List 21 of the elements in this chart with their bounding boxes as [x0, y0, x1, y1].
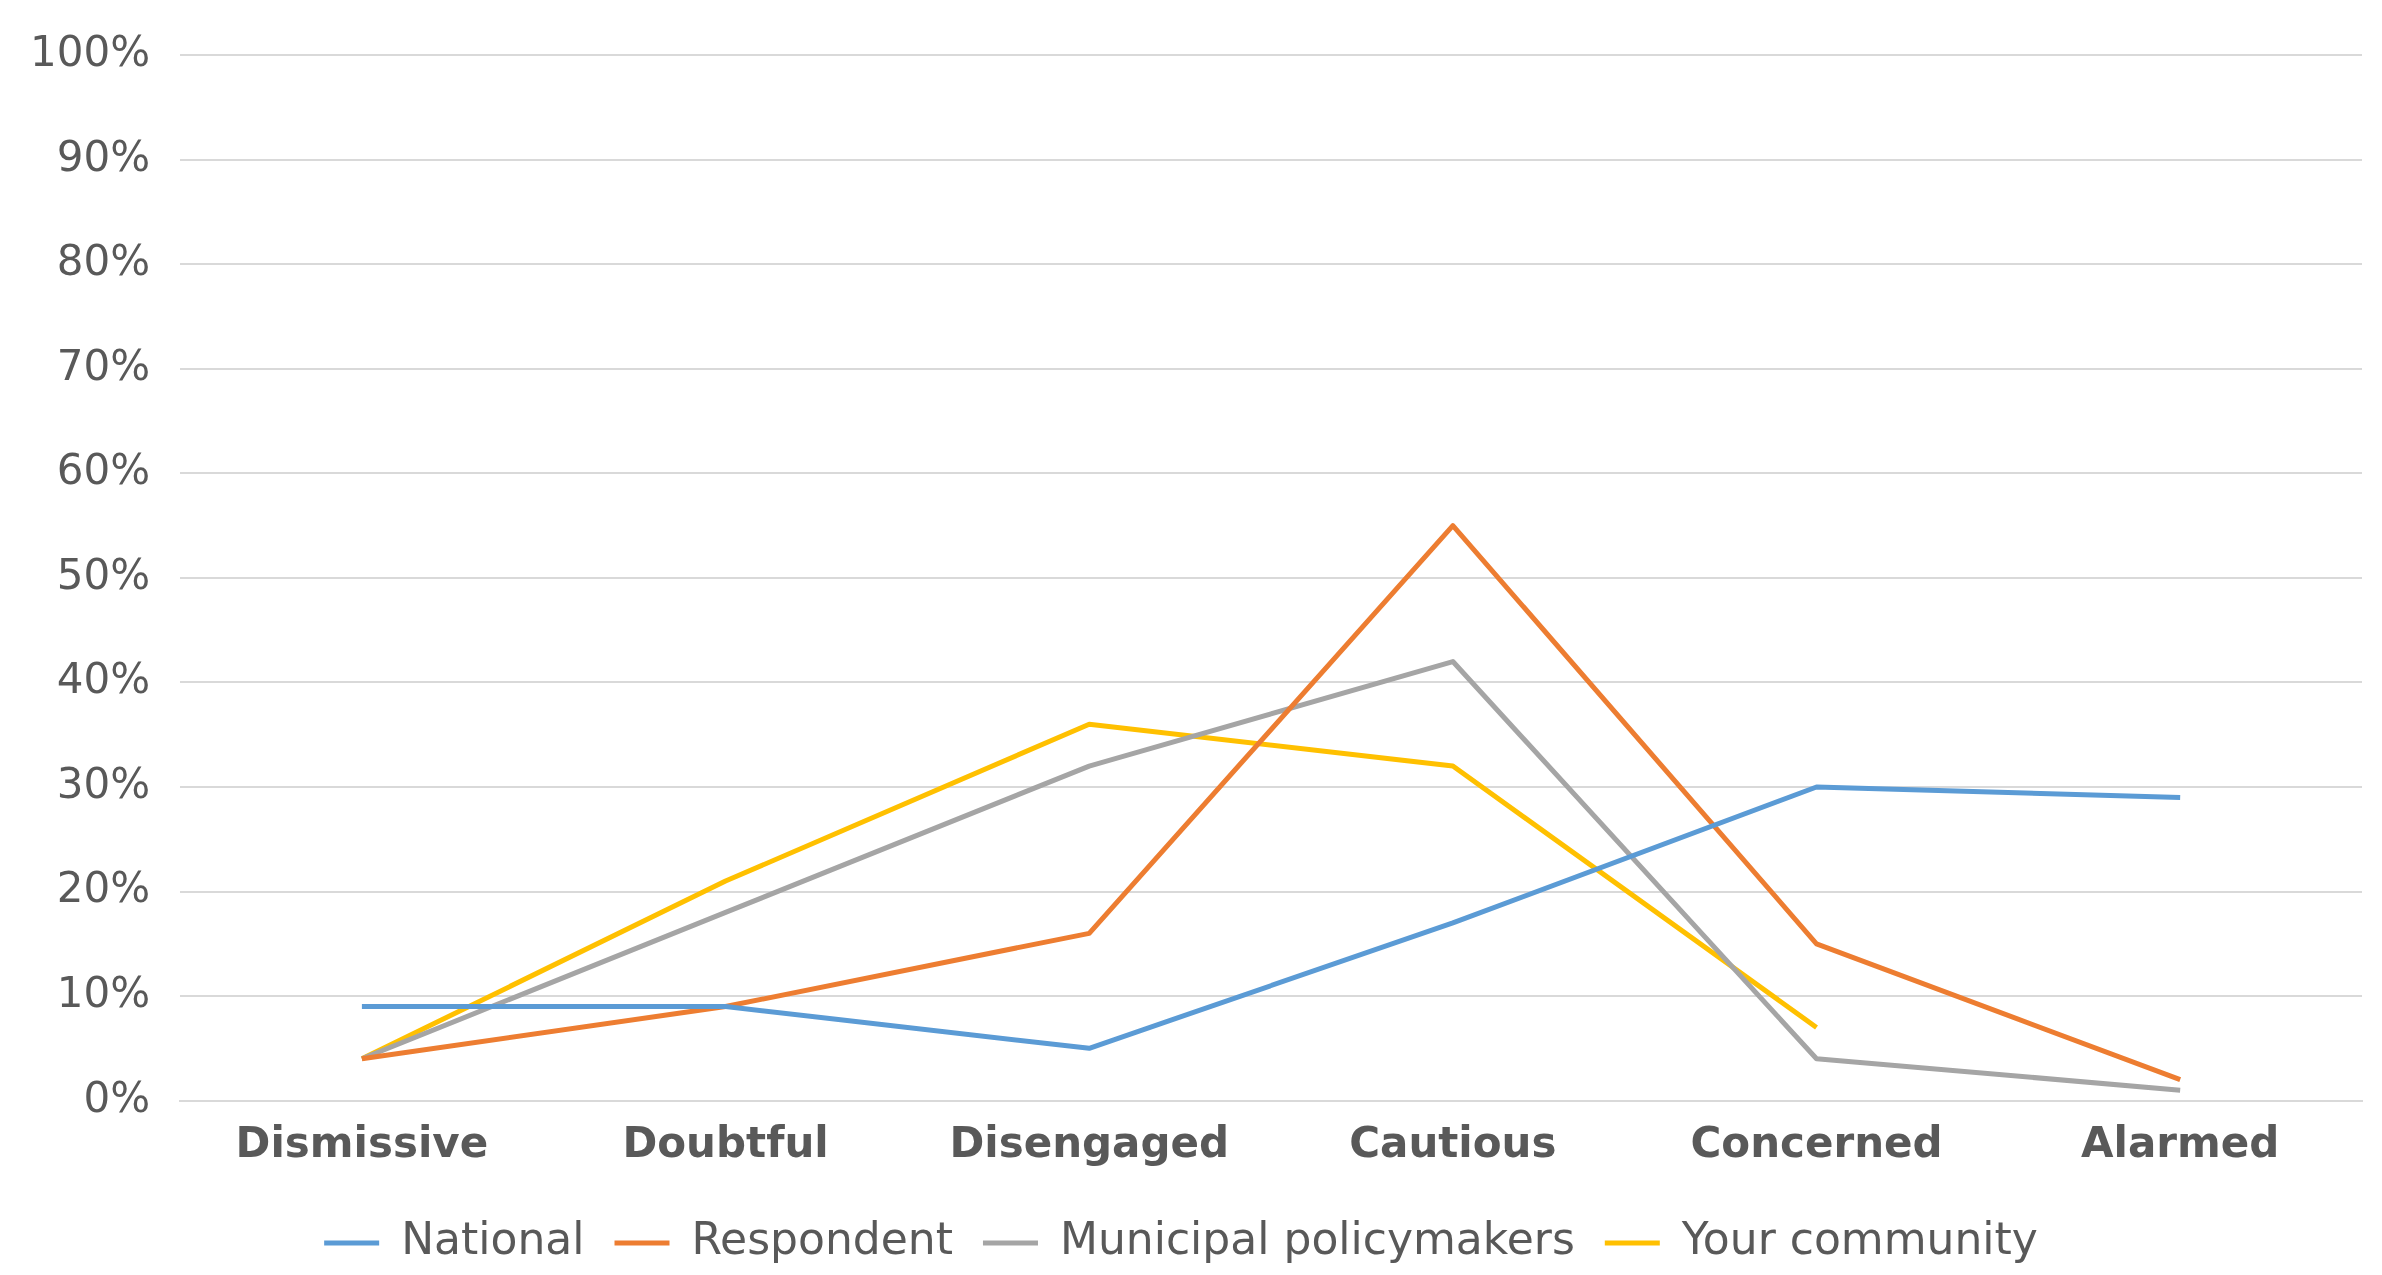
y-tick-label: 30% [56, 758, 151, 808]
y-tick-label: 100% [30, 27, 151, 77]
y-tick-label: 0% [83, 1072, 151, 1122]
legend-label: Your community [1680, 1213, 2038, 1265]
x-tick-label: Disengaged [949, 1117, 1230, 1167]
y-tick-label: 60% [56, 445, 151, 495]
y-tick-label: 40% [56, 654, 151, 704]
legend-label: National [401, 1213, 585, 1265]
x-tick-label: Alarmed [2081, 1117, 2280, 1167]
legend-label: Municipal policymakers [1059, 1213, 1575, 1265]
y-tick-label: 70% [56, 340, 151, 390]
legend-label: Respondent [691, 1213, 953, 1265]
y-tick-label: 80% [56, 236, 151, 286]
y-tick-label: 10% [56, 967, 151, 1017]
y-tick-label: 50% [56, 549, 151, 599]
x-tick-label: Doubtful [622, 1117, 829, 1167]
y-tick-label: 90% [56, 131, 151, 181]
x-tick-label: Concerned [1690, 1117, 1943, 1167]
y-tick-label: 20% [56, 863, 151, 913]
x-tick-label: Cautious [1349, 1117, 1557, 1167]
x-tick-label: Dismissive [235, 1117, 489, 1167]
